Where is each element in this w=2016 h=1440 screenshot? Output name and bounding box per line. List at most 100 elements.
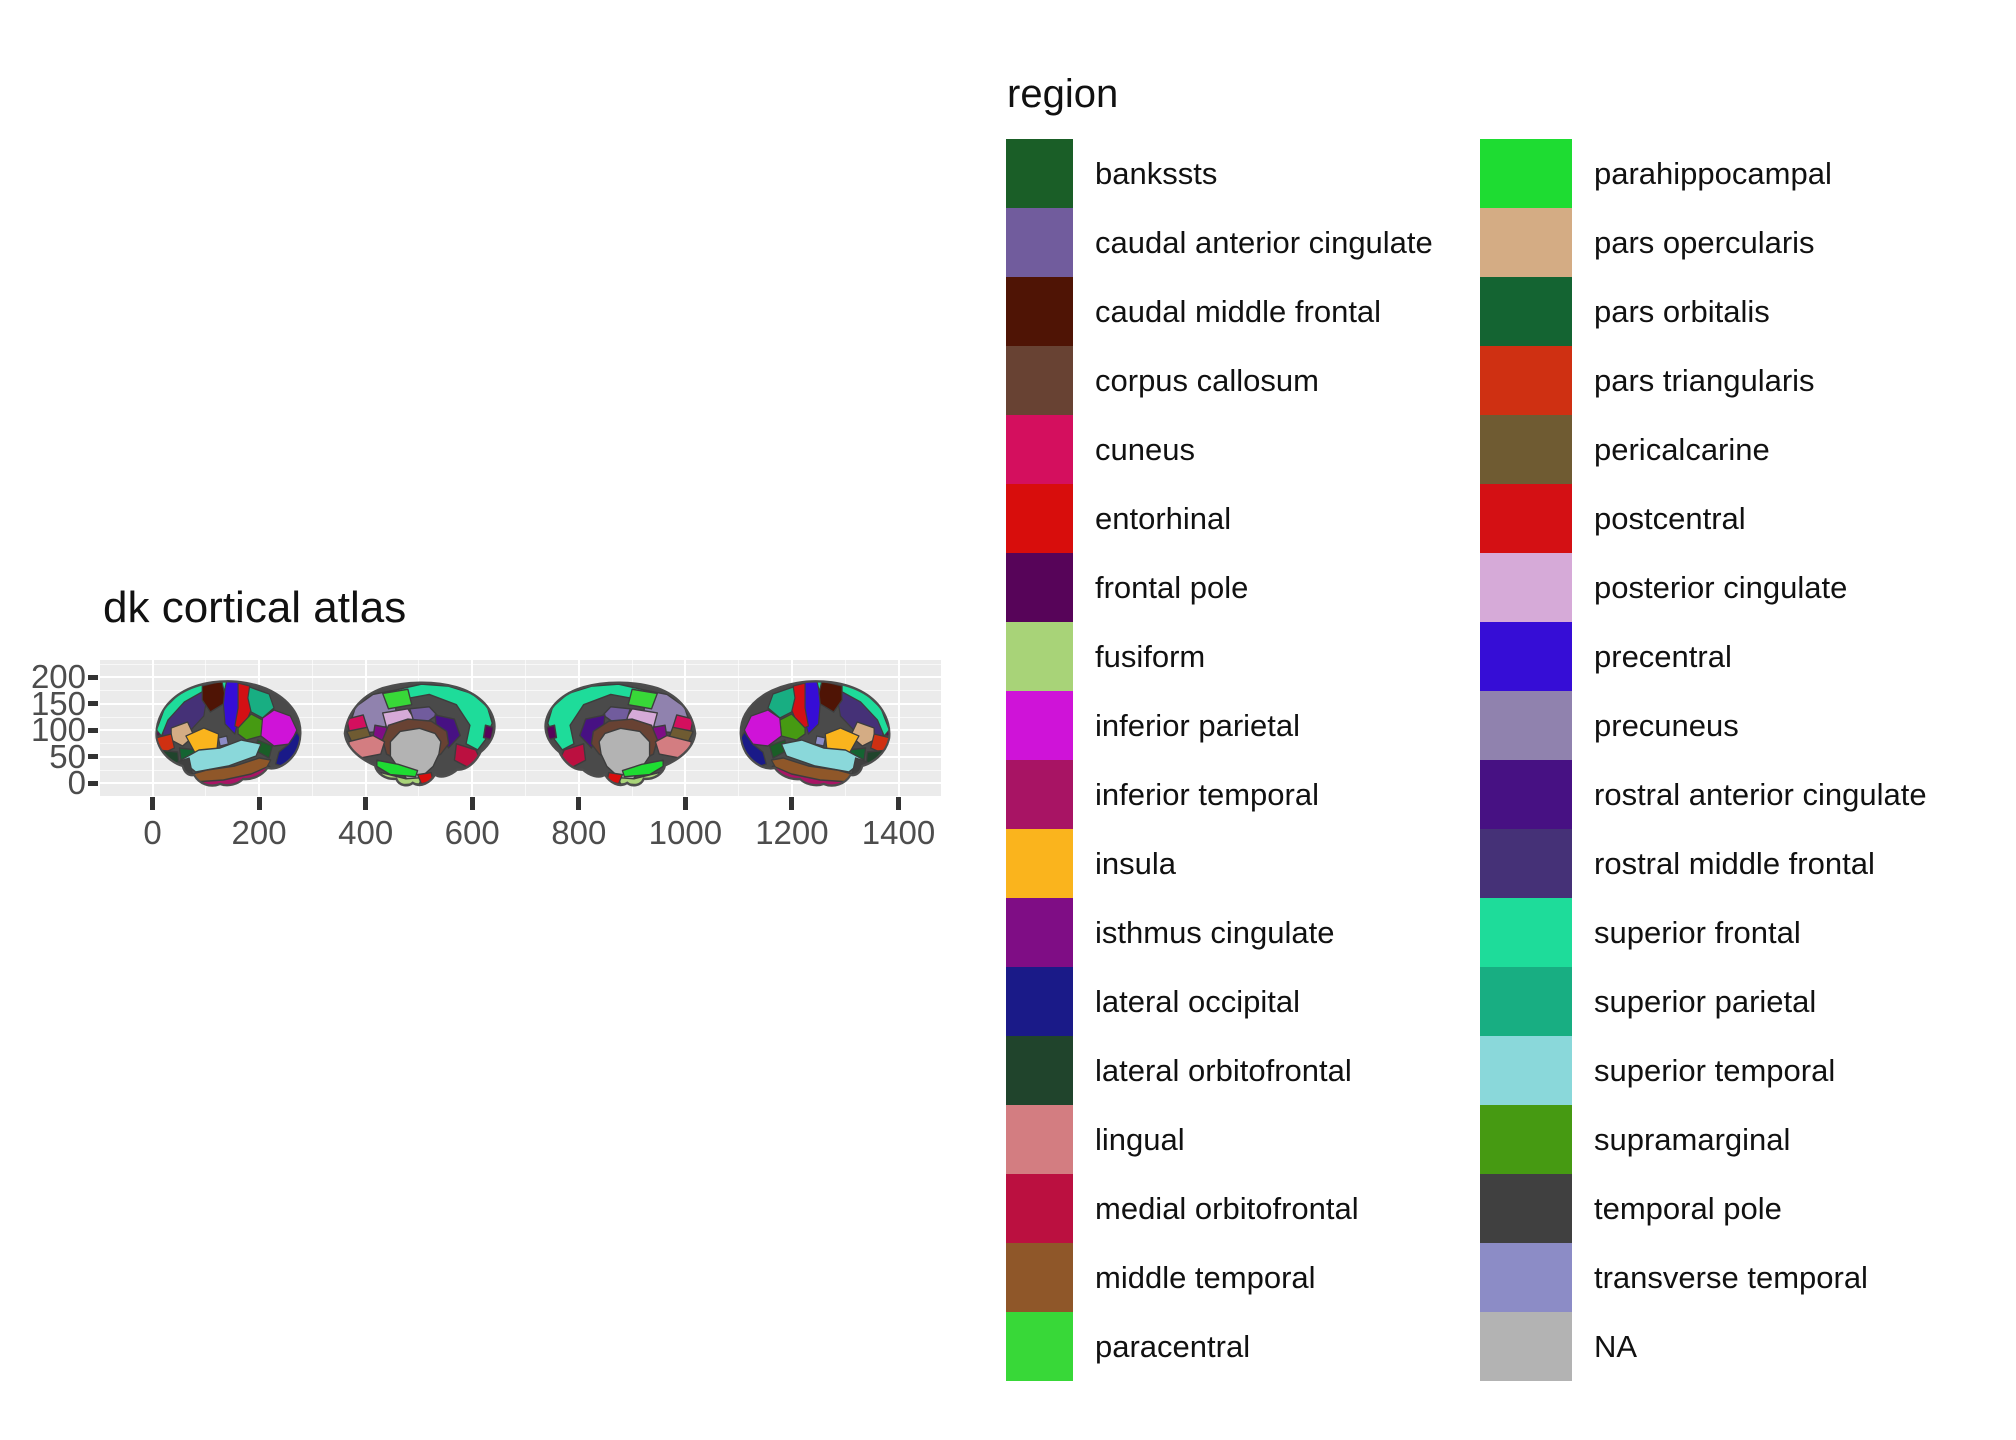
legend-item: medial orbitofrontal bbox=[1006, 1174, 1433, 1243]
legend-item: fusiform bbox=[1006, 622, 1433, 691]
legend-item: corpus callosum bbox=[1006, 346, 1433, 415]
y-gridline-minor bbox=[100, 716, 941, 718]
x-tick-label: 0 bbox=[143, 814, 162, 851]
legend-swatch bbox=[1480, 1174, 1572, 1243]
legend-item: precuneus bbox=[1480, 691, 1927, 760]
legend-item: entorhinal bbox=[1006, 484, 1433, 553]
legend-column-1: bankssts caudal anterior cingulate caudal … bbox=[1006, 139, 1433, 1381]
plot-title: dk cortical atlas bbox=[103, 583, 407, 632]
x-tick-label: 800 bbox=[551, 814, 607, 851]
legend-item: rostral middle frontal bbox=[1480, 829, 1927, 898]
legend-item: postcentral bbox=[1480, 484, 1927, 553]
y-tick-label: 50 bbox=[49, 737, 86, 775]
legend-label: insula bbox=[1095, 845, 1176, 881]
legend-swatch bbox=[1480, 208, 1572, 277]
legend-swatch bbox=[1480, 346, 1572, 415]
legend-item: frontal pole bbox=[1006, 553, 1433, 622]
legend-label: bankssts bbox=[1095, 155, 1218, 191]
legend-item: superior parietal bbox=[1480, 967, 1927, 1036]
legend-item: bankssts bbox=[1006, 139, 1433, 208]
legend-label: precuneus bbox=[1594, 707, 1739, 743]
x-gridline-major bbox=[151, 660, 154, 796]
legend-item: temporal pole bbox=[1480, 1174, 1927, 1243]
legend-swatch bbox=[1006, 415, 1073, 484]
legend-item: lateral occipital bbox=[1006, 967, 1433, 1036]
legend-swatch bbox=[1480, 553, 1572, 622]
legend-label: inferior parietal bbox=[1095, 707, 1301, 743]
legend-item: superior frontal bbox=[1480, 898, 1927, 967]
legend-swatch bbox=[1006, 1036, 1073, 1105]
x-gridline-minor bbox=[525, 660, 526, 796]
y-gridline-major bbox=[100, 729, 941, 732]
legend-swatch bbox=[1480, 1036, 1572, 1105]
x-tick-mark bbox=[576, 797, 582, 810]
legend-swatch bbox=[1480, 1312, 1572, 1381]
y-tick-mark bbox=[88, 674, 98, 680]
legend-label: lateral orbitofrontal bbox=[1095, 1052, 1352, 1088]
legend-swatch bbox=[1480, 622, 1572, 691]
legend-swatch bbox=[1006, 1243, 1073, 1312]
y-gridline-major bbox=[100, 702, 941, 705]
legend-swatch bbox=[1006, 139, 1073, 208]
legend-label: fusiform bbox=[1095, 638, 1206, 674]
legend-label: pericalcarine bbox=[1594, 431, 1770, 467]
legend-label: parahippocampal bbox=[1594, 155, 1832, 191]
brain-lateral-right bbox=[736, 678, 896, 788]
legend-label: rostral middle frontal bbox=[1594, 845, 1875, 881]
legend-label: precentral bbox=[1594, 638, 1732, 674]
legend-item: rostral anterior cingulate bbox=[1480, 760, 1927, 829]
legend-label: middle temporal bbox=[1095, 1259, 1316, 1295]
y-tick-label: 150 bbox=[30, 684, 86, 722]
legend-swatch bbox=[1480, 415, 1572, 484]
y-tick-label: 200 bbox=[30, 658, 86, 696]
x-tick-mark bbox=[896, 797, 901, 810]
legend-label: medial orbitofrontal bbox=[1095, 1190, 1359, 1226]
legend-label: postcentral bbox=[1594, 500, 1746, 536]
y-tick-label: 100 bbox=[30, 711, 86, 749]
y-tick-mark bbox=[88, 727, 98, 733]
legend-label: frontal pole bbox=[1095, 569, 1249, 605]
legend-swatch bbox=[1480, 1105, 1572, 1174]
x-tick-label: 1400 bbox=[861, 814, 936, 851]
legend-label: cuneus bbox=[1095, 431, 1195, 467]
legend-item: supramarginal bbox=[1480, 1105, 1927, 1174]
legend-item: pars triangularis bbox=[1480, 346, 1927, 415]
legend-item: precentral bbox=[1480, 622, 1927, 691]
legend-label: transverse temporal bbox=[1594, 1259, 1868, 1295]
legend-swatch bbox=[1480, 898, 1572, 967]
legend-swatch bbox=[1006, 346, 1073, 415]
x-tick-label: 1000 bbox=[648, 814, 723, 851]
legend-label: entorhinal bbox=[1095, 500, 1232, 536]
legend-label: lateral occipital bbox=[1095, 983, 1301, 1019]
legend-label: rostral anterior cingulate bbox=[1594, 776, 1927, 812]
legend-swatch bbox=[1480, 829, 1572, 898]
legend-item: lingual bbox=[1006, 1105, 1433, 1174]
legend-swatch bbox=[1006, 967, 1073, 1036]
legend-item: posterior cingulate bbox=[1480, 553, 1927, 622]
legend-label: pars orbitalis bbox=[1594, 293, 1770, 329]
x-tick-mark bbox=[363, 797, 369, 810]
legend-label: superior temporal bbox=[1594, 1052, 1836, 1088]
y-tick-label: 0 bbox=[67, 764, 86, 802]
legend-swatch bbox=[1006, 898, 1073, 967]
legend-label: pars triangularis bbox=[1594, 362, 1815, 398]
y-gridline-major bbox=[100, 676, 941, 679]
x-tick-mark bbox=[789, 797, 795, 810]
x-tick-mark bbox=[150, 797, 155, 810]
y-gridline-minor bbox=[100, 690, 941, 692]
legend-swatch bbox=[1006, 1105, 1073, 1174]
legend-item: cuneus bbox=[1006, 415, 1433, 484]
y-gridline-minor bbox=[100, 769, 941, 771]
legend-item: caudal anterior cingulate bbox=[1006, 208, 1433, 277]
y-tick-mark bbox=[88, 701, 98, 707]
legend-item: pars orbitalis bbox=[1480, 277, 1927, 346]
y-gridline-major bbox=[100, 755, 941, 758]
legend-label: supramarginal bbox=[1594, 1121, 1791, 1157]
legend-swatch bbox=[1006, 829, 1073, 898]
legend-label: posterior cingulate bbox=[1594, 569, 1848, 605]
legend-item: lateral orbitofrontal bbox=[1006, 1036, 1433, 1105]
legend-swatch bbox=[1006, 553, 1073, 622]
legend-swatch bbox=[1480, 277, 1572, 346]
x-tick-mark bbox=[469, 797, 475, 810]
y-tick-mark bbox=[88, 754, 98, 760]
